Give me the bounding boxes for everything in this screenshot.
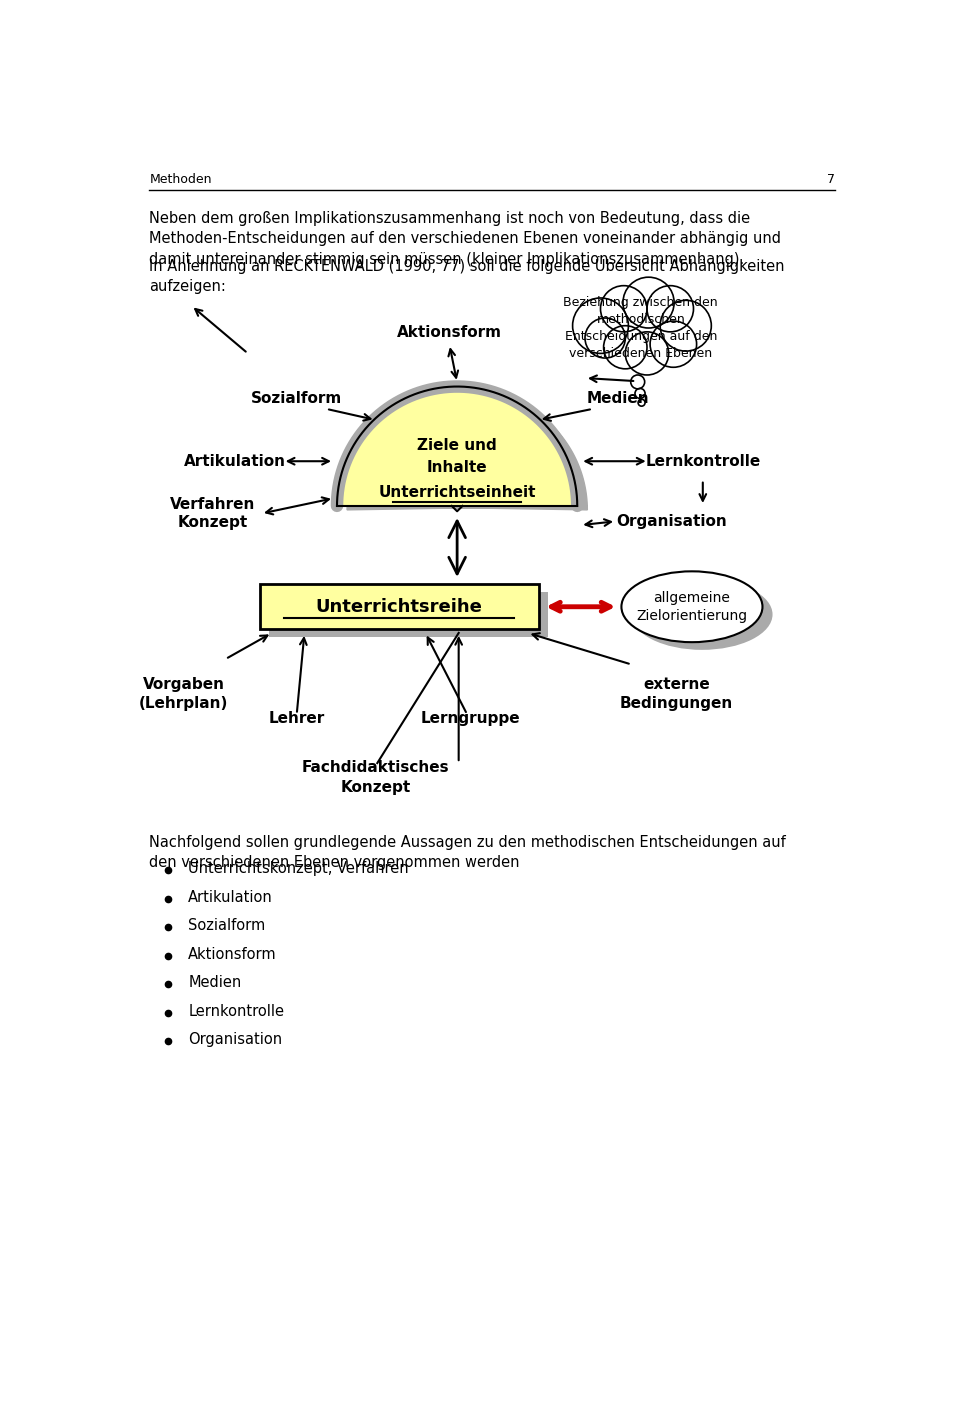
- Text: Artikulation: Artikulation: [188, 889, 273, 905]
- Text: 7: 7: [827, 173, 834, 186]
- Text: externe
Bedingungen: externe Bedingungen: [620, 676, 733, 710]
- Text: Medien: Medien: [587, 390, 649, 406]
- Circle shape: [631, 374, 645, 389]
- Circle shape: [623, 277, 674, 328]
- Ellipse shape: [632, 579, 773, 649]
- Circle shape: [625, 332, 669, 374]
- Text: Medien: Medien: [188, 976, 242, 990]
- Text: Aktionsform: Aktionsform: [396, 325, 502, 340]
- Text: Methoden: Methoden: [150, 173, 212, 186]
- Circle shape: [650, 320, 697, 367]
- Text: Unterrichtsreihe: Unterrichtsreihe: [316, 598, 483, 615]
- Text: Nachfolgend sollen grundlegende Aussagen zu den methodischen Entscheidungen auf
: Nachfolgend sollen grundlegende Aussagen…: [150, 835, 786, 871]
- Text: Lerngruppe: Lerngruppe: [420, 712, 520, 726]
- Bar: [269, 593, 548, 637]
- Text: Lernkontrolle: Lernkontrolle: [188, 1004, 284, 1018]
- Circle shape: [635, 389, 645, 398]
- Text: allgemeine
Zielorientierung: allgemeine Zielorientierung: [636, 590, 748, 623]
- Circle shape: [660, 301, 711, 352]
- Polygon shape: [348, 390, 588, 510]
- Text: Organisation: Organisation: [616, 513, 727, 529]
- Circle shape: [647, 285, 693, 332]
- Text: Unterrichtskonzept, Verfahren: Unterrichtskonzept, Verfahren: [188, 861, 409, 876]
- Circle shape: [585, 318, 625, 357]
- Text: Organisation: Organisation: [188, 1032, 282, 1046]
- Text: Sozialform: Sozialform: [188, 917, 266, 933]
- Bar: [259, 584, 539, 630]
- Text: Verfahren
Konzept: Verfahren Konzept: [170, 496, 255, 530]
- Circle shape: [638, 400, 645, 406]
- Text: Lernkontrolle: Lernkontrolle: [645, 454, 760, 469]
- Text: In Anlehnung an RECKTENWALD (1990, 77) soll die folgende Übersicht Abhängigkeite: In Anlehnung an RECKTENWALD (1990, 77) s…: [150, 255, 785, 294]
- Circle shape: [601, 285, 647, 332]
- Text: Neben dem großen Implikationszusammenhang ist noch von Bedeutung, dass die
Metho: Neben dem großen Implikationszusammenhan…: [150, 211, 781, 267]
- Text: Lehrer: Lehrer: [269, 712, 324, 726]
- Text: Ziele und: Ziele und: [418, 438, 497, 454]
- Polygon shape: [337, 387, 577, 506]
- Text: Artikulation: Artikulation: [183, 454, 286, 469]
- Ellipse shape: [621, 571, 762, 642]
- Circle shape: [604, 326, 647, 369]
- Text: Beziehung zwischen den
methodischen
Entscheidungen auf den
verschiedenen Ebenen: Beziehung zwischen den methodischen Ents…: [564, 296, 718, 360]
- Text: Vorgaben
(Lehrplan): Vorgaben (Lehrplan): [139, 676, 228, 710]
- Circle shape: [572, 298, 629, 353]
- Text: Sozialform: Sozialform: [252, 390, 343, 406]
- Text: Unterrichtseinheit: Unterrichtseinheit: [378, 485, 536, 499]
- Text: Inhalte: Inhalte: [427, 459, 488, 475]
- Text: Aktionsform: Aktionsform: [188, 947, 276, 961]
- Text: Fachdidaktisches
Konzept: Fachdidaktisches Konzept: [302, 760, 449, 794]
